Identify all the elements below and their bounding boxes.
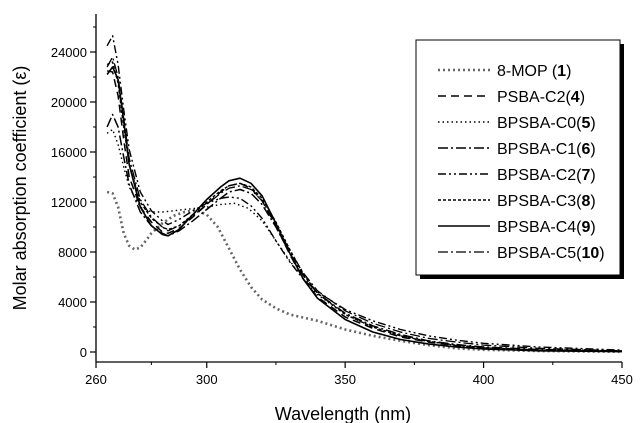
y-tick-label: 4000 (58, 295, 87, 310)
legend-label-text: BPSBA-C1( (497, 141, 582, 158)
legend-label: BPSBA-C4(9) (497, 219, 596, 236)
legend-label: BPSBA-C2(7) (497, 167, 596, 184)
legend-label-paren: ) (580, 89, 585, 106)
plot-axes (95, 14, 622, 363)
x-tick-label: 300 (196, 372, 218, 387)
series-line-5 (106, 35, 623, 351)
legend-label-paren: ) (590, 141, 595, 158)
legend-label-paren: ) (590, 193, 595, 210)
legend-label-text: BPSBA-C5( (497, 245, 582, 262)
legend-label-number: 7 (581, 167, 590, 184)
y-tick-label: 16000 (51, 145, 87, 160)
legend-label-paren: ) (590, 219, 595, 236)
series-line-1 (106, 190, 623, 354)
legend-label-number: 1 (557, 63, 566, 80)
legend-label-number: 6 (581, 141, 590, 158)
legend-label: BPSBA-C5(10) (497, 245, 605, 262)
y-tick-label: 20000 (51, 95, 87, 110)
legend: 8-MOP (1)PSBA-C2(4)BPSBA-C0(5)BPSBA-C1(6… (415, 39, 624, 279)
legend-label-text: BPSBA-C4( (497, 219, 582, 236)
series-line-2 (106, 70, 623, 353)
y-axis-title: Molar absorption coefficient (ε) (10, 66, 30, 311)
series-line-7 (106, 66, 623, 353)
series-line-4 (106, 113, 623, 352)
axis-ticks: 260 300 350 400 450 0 4000 8000 12000 16000 20000 2… (51, 26, 633, 387)
legend-label: 8-MOP (1) (497, 63, 571, 80)
legend-label: PSBA-C2(4) (497, 89, 585, 106)
y-tick-label: 8000 (58, 245, 87, 260)
legend-label-number: 8 (581, 193, 590, 210)
legend-label-number: 5 (581, 115, 590, 132)
legend-label-text: PSBA-C2( (497, 89, 571, 106)
x-tick-label: 260 (85, 372, 107, 387)
legend-label-paren: ) (566, 63, 571, 80)
x-tick-label: 350 (334, 372, 356, 387)
legend-label-paren: ) (599, 245, 604, 262)
x-tick-label: 450 (611, 372, 633, 387)
legend-label-text: BPSBA-C2( (497, 167, 582, 184)
x-tick-label: 400 (473, 372, 495, 387)
legend-label-number: 4 (571, 89, 580, 106)
series-curves (106, 35, 623, 354)
legend-label-number: 9 (581, 219, 590, 236)
legend-label: BPSBA-C3(8) (497, 193, 596, 210)
y-tick-label: 24000 (51, 45, 87, 60)
legend-label-text: BPSBA-C3( (497, 193, 582, 210)
x-axis-title: Wavelength (nm) (275, 404, 411, 423)
legend-label: BPSBA-C1(6) (497, 141, 596, 158)
legend-label-text: BPSBA-C0( (497, 115, 582, 132)
legend-label-number: 10 (581, 245, 599, 262)
legend-box (415, 39, 621, 276)
legend-label-text: 8-MOP ( (497, 63, 558, 80)
legend-label-paren: ) (590, 115, 595, 132)
y-tick-label: 12000 (51, 195, 87, 210)
legend-label: BPSBA-C0(5) (497, 115, 596, 132)
y-tick-label: 0 (80, 345, 87, 360)
series-line-6 (106, 61, 623, 352)
legend-label-paren: ) (590, 167, 595, 184)
